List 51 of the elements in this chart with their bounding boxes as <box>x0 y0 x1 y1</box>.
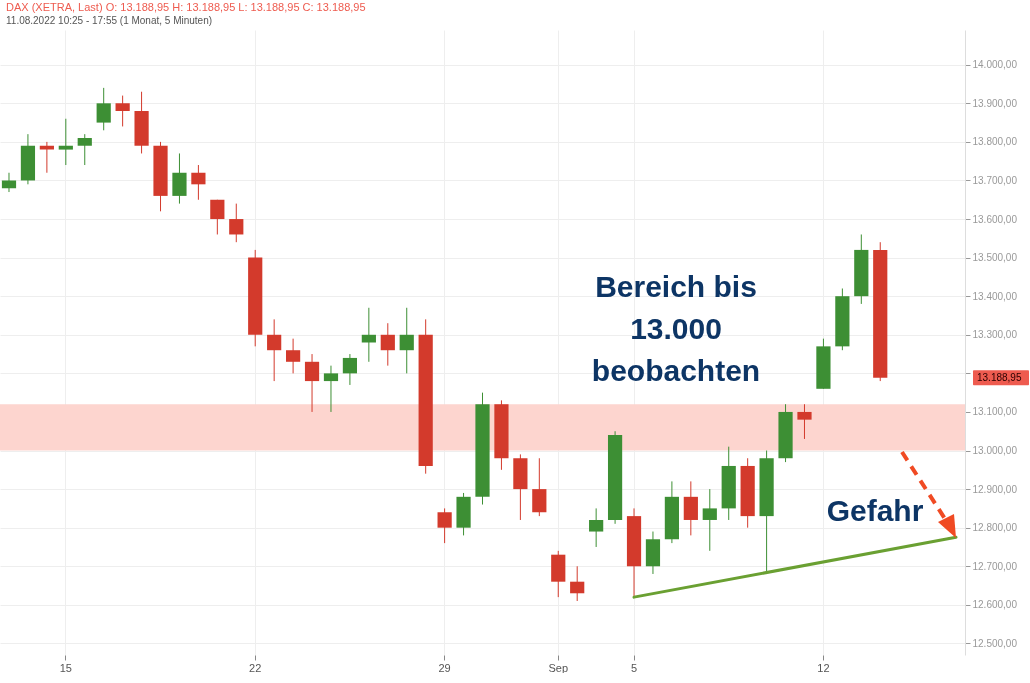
candlestick <box>361 307 376 363</box>
y-tick-label: 12.900,00 <box>972 483 1018 495</box>
y-tick-label: 13.800,00 <box>972 136 1018 148</box>
candlestick <box>683 480 698 536</box>
candlestick <box>58 118 73 166</box>
x-tick-label: 12 <box>817 661 830 674</box>
candlestick <box>172 152 187 205</box>
x-tick-label: 29 <box>438 661 451 674</box>
candlestick <box>1 172 17 193</box>
candlestick <box>570 565 585 602</box>
y-tick-label: 14.000,00 <box>972 59 1018 71</box>
candlestick <box>342 353 358 386</box>
y-tick-label: 13.900,00 <box>972 97 1018 109</box>
y-tick-label: 13.500,00 <box>972 252 1018 264</box>
y-tick-label: 12.800,00 <box>972 522 1018 534</box>
candlestick <box>304 353 320 413</box>
y-tick-label: 13.400,00 <box>972 290 1018 302</box>
y-tick-label: 12.700,00 <box>972 560 1018 572</box>
y-tick-label: 13.300,00 <box>972 329 1018 341</box>
candlestick <box>286 338 301 374</box>
candlestick <box>380 322 395 367</box>
chart-subtitle: 11.08.2022 10:25 - 17:55 (1 Monat, 5 Minuten) <box>6 15 213 26</box>
y-tick-label: 12.500,00 <box>972 637 1018 649</box>
candlestick <box>191 164 206 201</box>
candlestick <box>702 488 717 552</box>
x-tick-label: Sep <box>548 661 569 674</box>
candlestick <box>229 203 244 243</box>
candlestick <box>115 95 130 127</box>
candlestick <box>96 87 111 131</box>
candlestick <box>39 141 54 174</box>
chart-title: DAX (XETRA, Last) O: 13.188,95 H: 13.188,95 L: 13.188,95 C: 13.188,95 <box>6 1 366 13</box>
y-tick-label: 13.000,00 <box>972 445 1018 457</box>
y-tick-label: 13.100,00 <box>972 406 1018 418</box>
candlestick <box>589 507 604 548</box>
candlestick <box>532 457 547 517</box>
text: 13.188,95 <box>977 371 1022 383</box>
y-tick-label: 12.600,00 <box>972 599 1018 611</box>
annotation: Bereich bis 13.000 beobachten <box>591 270 761 387</box>
candlestick <box>210 199 225 235</box>
annotation: Gefahr <box>826 494 924 527</box>
candlestick <box>797 403 812 440</box>
y-tick-label: 13.600,00 <box>972 213 1018 225</box>
candlestick <box>323 365 339 413</box>
candlestick <box>77 133 92 166</box>
candlestick <box>267 318 282 382</box>
x-tick-label: 22 <box>249 661 262 674</box>
candlestick <box>399 307 414 374</box>
y-tick-label: 13.700,00 <box>972 174 1018 186</box>
candlestick <box>437 507 452 544</box>
x-tick-label: 15 <box>59 661 72 674</box>
x-tick-label: 5 <box>630 661 638 674</box>
